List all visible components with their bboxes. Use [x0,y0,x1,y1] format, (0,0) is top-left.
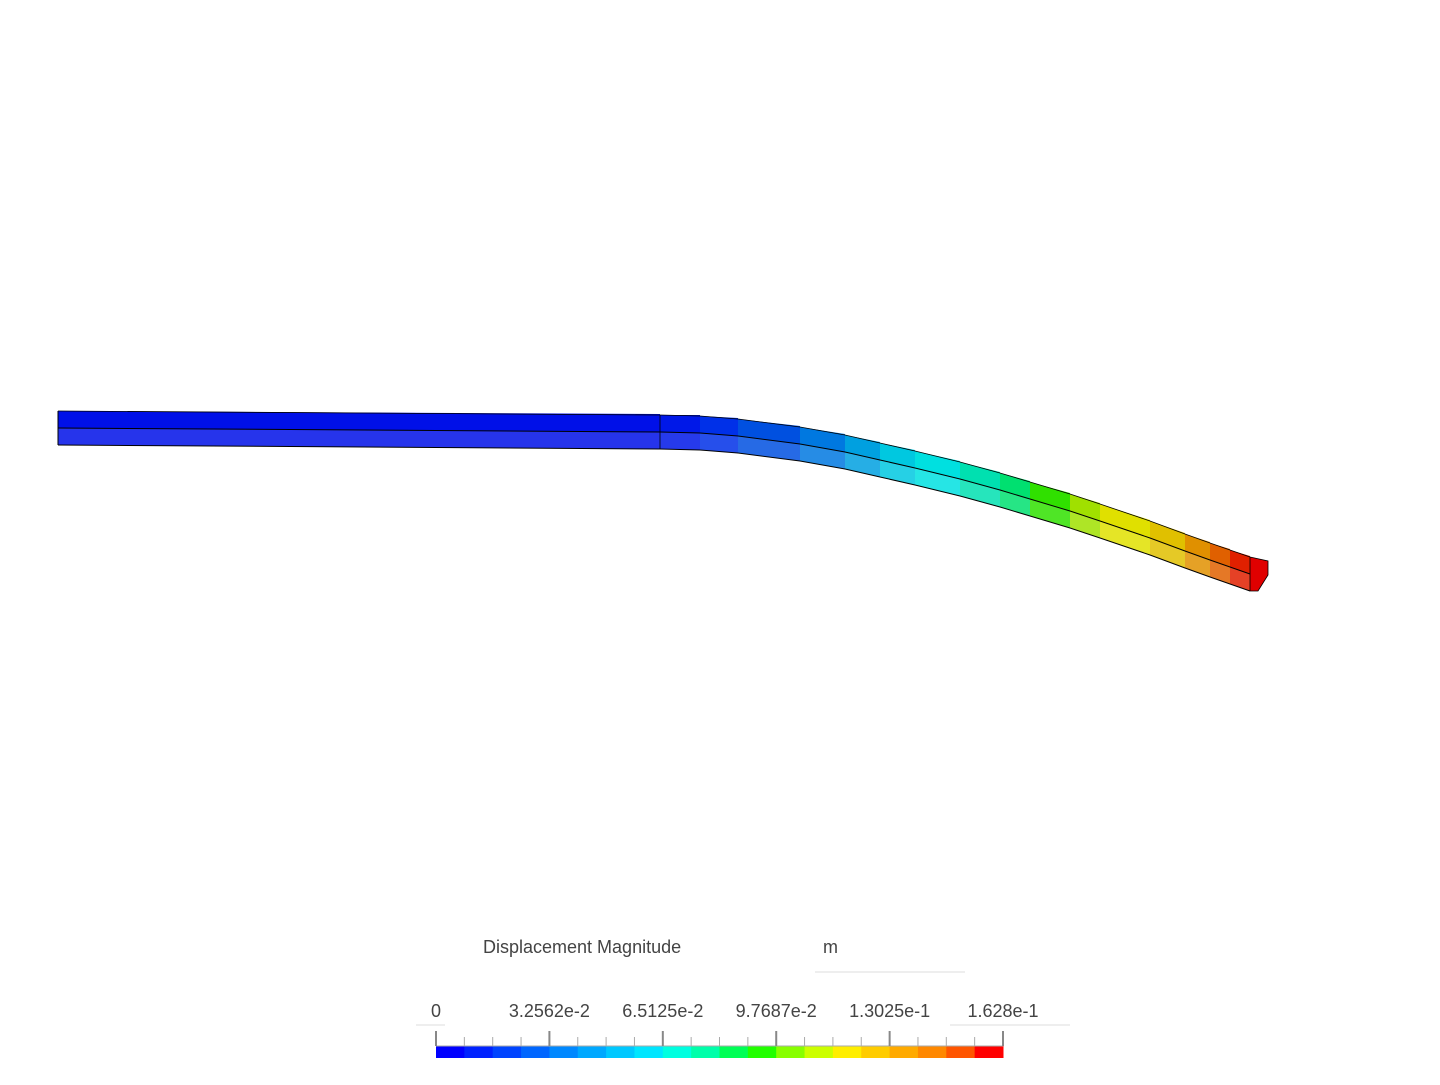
color-swatch [634,1046,664,1058]
beam-edge [57,444,1251,592]
color-swatch [917,1046,947,1058]
tick-label: 9.7687e-2 [736,1001,817,1021]
color-swatch [889,1046,919,1058]
beam-top [660,415,700,433]
color-swatch [577,1046,607,1058]
beam-side [700,433,738,453]
beam-side [660,432,700,450]
beam-side [1150,538,1185,568]
beam-top [1030,482,1070,511]
beam-top [915,451,960,479]
color-swatch [861,1046,891,1058]
beam-side [1030,499,1070,528]
beam-side [1230,567,1250,591]
beam-side [1100,521,1150,555]
beam-side [1185,551,1210,577]
color-swatch [832,1046,862,1058]
beam-top [960,462,1000,490]
legend-unit: m [823,937,838,957]
beam-edge [57,427,1251,575]
color-swatch [492,1046,522,1058]
beam-side [1000,490,1030,516]
tick-label: 0 [431,1001,441,1021]
beam-top [700,416,738,436]
color-swatch [521,1046,550,1058]
color-swatch [747,1046,777,1058]
beam-side [1210,560,1230,584]
beam-top [1230,550,1250,574]
color-swatch [549,1046,579,1058]
colorbar: 0 3.2562e-2 6.5125e-2 9.7687e-2 1.3025e-1 1.6… [431,1001,1039,1058]
tick-label: 3.2562e-2 [509,1001,590,1021]
beam-top [1070,494,1100,521]
legend-title: Displacement Magnitude [483,937,681,957]
tick-label: 6.5125e-2 [622,1001,703,1021]
color-swatch [691,1046,720,1058]
beam-top [1150,521,1185,551]
beam-side [58,428,660,449]
color-swatch [464,1046,494,1058]
color-swatch [662,1046,692,1058]
color-swatch [804,1046,834,1058]
color-swatch [776,1046,806,1058]
beam-top [1210,543,1230,567]
beam-top [58,411,660,432]
beam-top [1100,504,1150,538]
beam-edge [57,410,1251,558]
beam-model [57,410,1269,592]
tick-label: 1.3025e-1 [849,1001,930,1021]
tick-label: 1.628e-1 [967,1001,1038,1021]
beam-side [1070,511,1100,538]
color-swatch [719,1046,749,1058]
color-swatch [606,1046,635,1058]
beam-end [1249,556,1269,592]
color-swatch [946,1046,976,1058]
beam-side [915,468,960,496]
color-swatch [436,1046,465,1058]
beam-side [960,479,1000,507]
color-swatch [974,1046,1004,1058]
